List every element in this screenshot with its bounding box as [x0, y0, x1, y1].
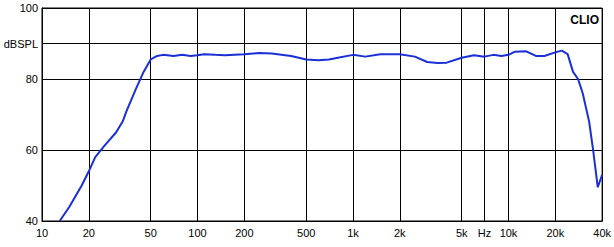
svg-text:200: 200: [235, 227, 253, 239]
svg-text:60: 60: [26, 144, 38, 156]
svg-text:100: 100: [20, 2, 38, 14]
svg-text:10k: 10k: [500, 227, 518, 239]
svg-text:1k: 1k: [347, 227, 359, 239]
svg-text:CLIO: CLIO: [570, 13, 599, 27]
svg-text:20k: 20k: [546, 227, 564, 239]
svg-text:100: 100: [188, 227, 206, 239]
svg-text:50: 50: [145, 227, 157, 239]
svg-text:dBSPL: dBSPL: [4, 38, 38, 50]
svg-text:2k: 2k: [394, 227, 406, 239]
svg-text:5k: 5k: [456, 227, 468, 239]
svg-text:10: 10: [36, 227, 48, 239]
svg-text:40: 40: [26, 215, 38, 227]
svg-text:500: 500: [297, 227, 315, 239]
svg-text:Hz: Hz: [478, 227, 491, 239]
svg-text:20: 20: [83, 227, 95, 239]
svg-text:40k: 40k: [593, 227, 611, 239]
svg-text:80: 80: [26, 73, 38, 85]
